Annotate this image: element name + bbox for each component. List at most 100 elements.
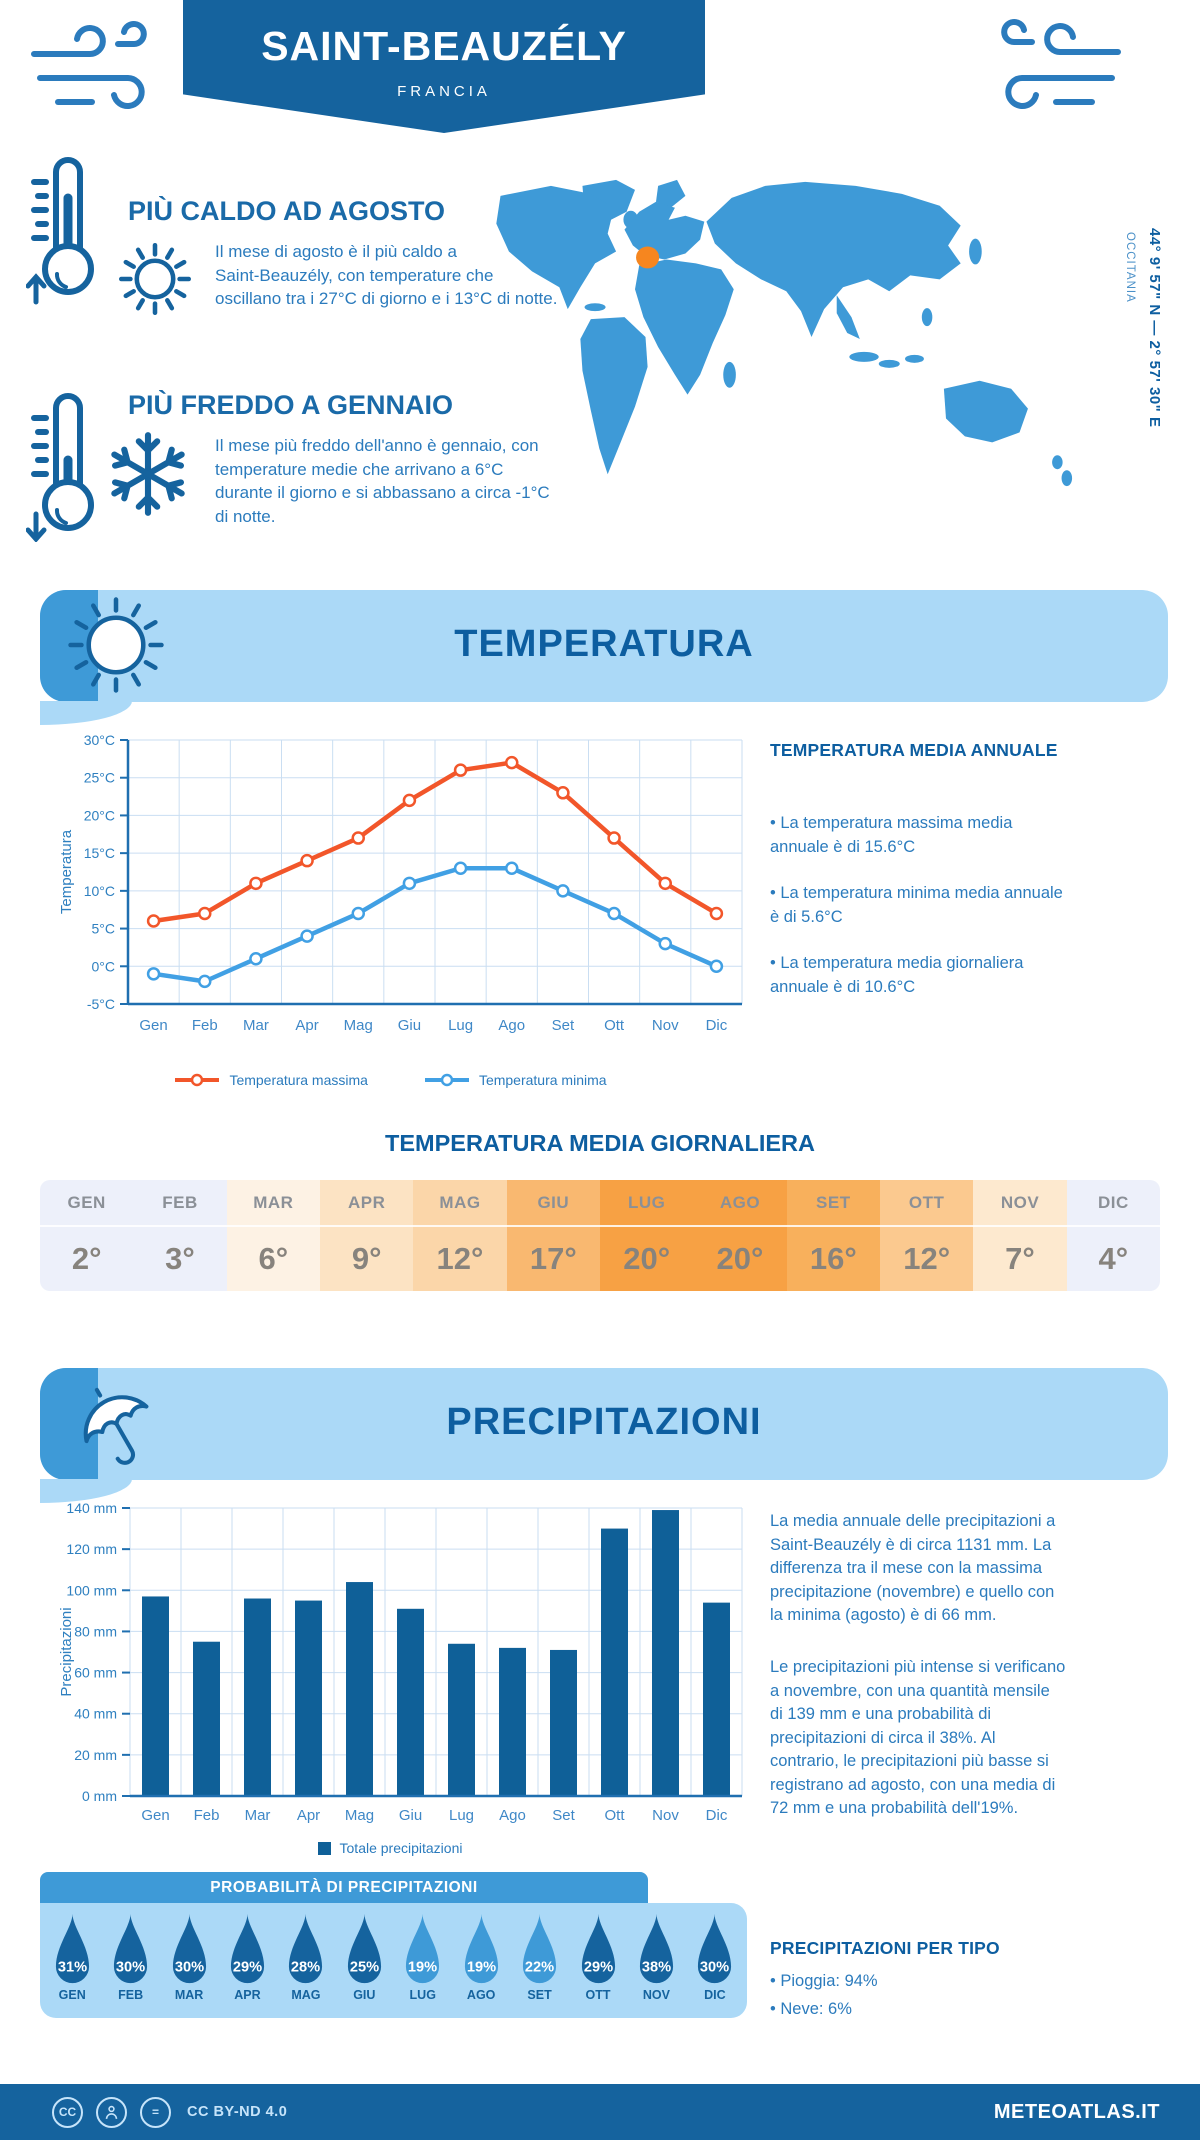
svg-text:Gen: Gen xyxy=(139,1017,167,1034)
wind-icon xyxy=(31,21,147,109)
temperature-chart-legend: Temperatura massima Temperatura minima xyxy=(70,1072,710,1088)
svg-text:20 mm: 20 mm xyxy=(74,1747,117,1763)
svg-text:30°C: 30°C xyxy=(84,732,115,748)
coldest-month-text: Il mese più freddo dell'anno è gennaio, … xyxy=(215,436,550,526)
legend-item: Temperatura minima xyxy=(423,1072,607,1088)
sun-icon xyxy=(119,243,191,315)
footer: CC = CC BY-ND 4.0 METEOATLAS.IT xyxy=(0,2084,1200,2140)
svg-text:Feb: Feb xyxy=(192,1017,218,1034)
svg-text:5°C: 5°C xyxy=(92,921,116,937)
country-label: FRANCIA xyxy=(397,83,491,100)
probability-drop: 31% GEN xyxy=(43,1911,101,2018)
svg-text:15°C: 15°C xyxy=(84,845,115,861)
svg-text:0°C: 0°C xyxy=(92,958,116,974)
cc-nd-icon: = xyxy=(140,2096,171,2128)
precipitation-type-title: PRECIPITAZIONI PER TIPO xyxy=(770,1938,1000,1958)
svg-text:120 mm: 120 mm xyxy=(66,1541,117,1557)
legend-item: Temperatura massima xyxy=(173,1072,368,1088)
region-label: OCCITANIA xyxy=(1124,232,1136,303)
sun-icon xyxy=(68,597,164,693)
annual-min-bullet: • La temperatura minima media annuale è … xyxy=(770,884,1063,926)
table-month-value: 16° xyxy=(786,1225,880,1291)
svg-text:30%: 30% xyxy=(116,1959,145,1975)
table-month-header: LUG xyxy=(600,1180,694,1225)
svg-text:Gen: Gen xyxy=(141,1807,169,1824)
svg-text:Giu: Giu xyxy=(399,1807,422,1824)
annual-max-bullet: • La temperatura massima media annuale è… xyxy=(770,814,1013,856)
precipitation-bar-chart: 0 mm 20 mm 40 mm 60 mm 80 mm 100 mm 120 mm 140 … xyxy=(50,1496,750,1837)
table-month-value: 12° xyxy=(413,1225,507,1291)
raindrop-icon: 19% xyxy=(406,1913,440,1984)
raindrop-icon: 38% xyxy=(639,1913,673,1984)
probability-header: PROBABILITÀ DI PRECIPITAZIONI xyxy=(40,1872,648,1903)
svg-text:Set: Set xyxy=(552,1807,575,1824)
svg-text:40 mm: 40 mm xyxy=(74,1706,117,1722)
table-month-value: 2° xyxy=(40,1225,134,1291)
svg-text:-5°C: -5°C xyxy=(87,996,115,1012)
svg-text:0 mm: 0 mm xyxy=(82,1788,117,1804)
table-month-header: FEB xyxy=(133,1180,227,1225)
svg-text:30%: 30% xyxy=(174,1959,203,1975)
svg-text:Set: Set xyxy=(552,1017,575,1034)
svg-text:80 mm: 80 mm xyxy=(74,1623,117,1639)
svg-text:Ago: Ago xyxy=(499,1807,526,1824)
rain-type-item: • Pioggia: 94% xyxy=(770,1972,878,1990)
table-month-header: GEN xyxy=(40,1180,134,1225)
svg-text:25%: 25% xyxy=(350,1959,379,1975)
table-month-header: MAR xyxy=(226,1180,320,1225)
svg-text:Mag: Mag xyxy=(344,1017,373,1034)
raindrop-icon: 29% xyxy=(230,1913,265,1984)
table-month-value: 20° xyxy=(600,1225,694,1291)
svg-text:Mar: Mar xyxy=(245,1807,271,1824)
probability-drop: 38% NOV xyxy=(627,1911,685,2018)
table-month-value: 9° xyxy=(320,1225,414,1291)
svg-text:Nov: Nov xyxy=(652,1017,679,1034)
raindrop-icon: 22% xyxy=(523,1913,557,1984)
cc-license-icons: CC = xyxy=(52,2096,171,2128)
raindrop-icon: 29% xyxy=(581,1913,615,1984)
probability-drop: 30% FEB xyxy=(101,1911,159,2018)
probability-drop: 28% MAG xyxy=(277,1911,335,2018)
world-map xyxy=(496,179,1073,487)
banner-tail xyxy=(40,701,132,725)
svg-text:Giu: Giu xyxy=(398,1017,421,1034)
table-month-header: MAG xyxy=(413,1180,507,1225)
table-month-header: AGO xyxy=(693,1180,787,1225)
svg-text:22%: 22% xyxy=(525,1959,554,1975)
svg-text:140 mm: 140 mm xyxy=(66,1500,117,1516)
svg-text:Apr: Apr xyxy=(297,1807,320,1824)
svg-text:Ago: Ago xyxy=(498,1017,525,1034)
table-month-header: APR xyxy=(320,1180,414,1225)
snow-type-item: • Neve: 6% xyxy=(770,2000,852,2018)
svg-text:Mar: Mar xyxy=(243,1017,269,1034)
coldest-month-title: PIÙ FREDDO A GENNAIO xyxy=(128,390,454,420)
table-month-header: NOV xyxy=(973,1180,1067,1225)
svg-text:31%: 31% xyxy=(58,1959,87,1975)
hottest-month-title: PIÙ CALDO AD AGOSTO xyxy=(128,196,446,226)
table-month-header: GIU xyxy=(506,1180,600,1225)
svg-text:60 mm: 60 mm xyxy=(74,1665,117,1681)
thermometer-up-icon xyxy=(26,157,94,305)
svg-text:Lug: Lug xyxy=(449,1807,474,1824)
thermometer-down-icon xyxy=(26,393,94,542)
svg-text:Precipitazioni: Precipitazioni xyxy=(58,1607,75,1696)
monthly-temperature-table: GEN FEB MAR APR MAG GIU LUG AGO SET OTT NOV DIC 2° 3°… xyxy=(40,1180,1160,1291)
cc-attribution-icon xyxy=(96,2096,127,2128)
svg-text:25°C: 25°C xyxy=(84,770,115,786)
probability-drop: 30% DIC xyxy=(686,1911,744,2018)
raindrop-icon: 25% xyxy=(347,1913,381,1984)
svg-text:Temperatura: Temperatura xyxy=(58,829,75,914)
svg-text:Feb: Feb xyxy=(194,1807,220,1824)
table-month-value: 6° xyxy=(226,1225,320,1291)
wind-swirl-icon xyxy=(1001,19,1121,109)
svg-text:19%: 19% xyxy=(467,1959,496,1975)
probability-drop: 22% SET xyxy=(510,1911,568,2018)
svg-text:Ott: Ott xyxy=(604,1017,625,1034)
svg-text:10°C: 10°C xyxy=(84,883,115,899)
table-month-header: SET xyxy=(786,1180,880,1225)
umbrella-icon xyxy=(83,1387,149,1465)
table-month-header: DIC xyxy=(1066,1180,1160,1225)
svg-text:29%: 29% xyxy=(583,1959,612,1975)
annual-mean-bullet: • La temperatura media giornaliera annua… xyxy=(770,954,1024,996)
svg-text:38%: 38% xyxy=(642,1959,671,1975)
